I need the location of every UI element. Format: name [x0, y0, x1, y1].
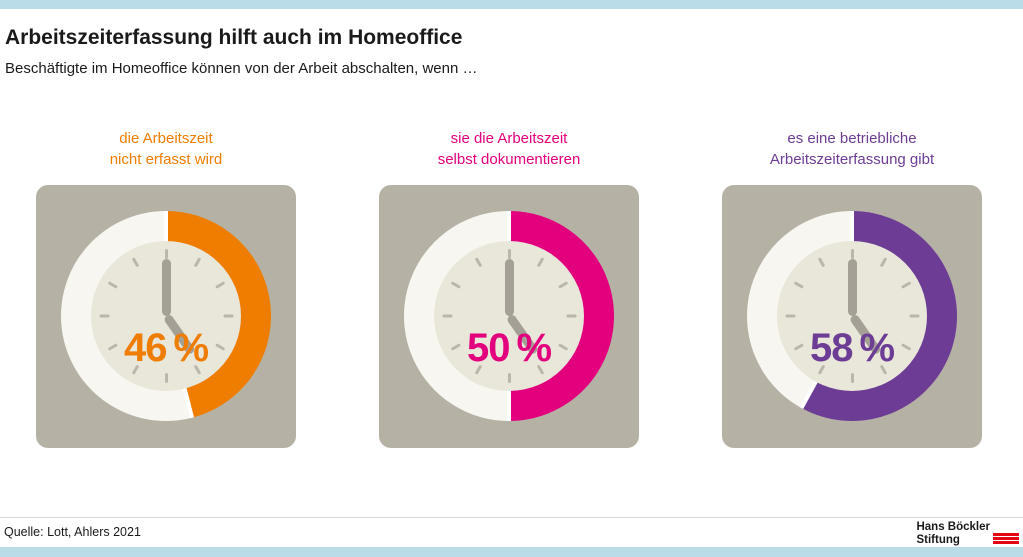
donut-ring: 50 %	[404, 211, 614, 421]
clock-face: 58 %	[777, 241, 927, 391]
clock-tick	[164, 249, 168, 259]
clock-tick	[507, 373, 511, 383]
gauge-label-line: selbst dokumentieren	[437, 151, 581, 168]
hans-boeckler-stiftung-logo: Hans Böckler Stiftung	[916, 521, 1019, 546]
clock-face: 46 %	[91, 241, 241, 391]
clock-tick	[507, 249, 511, 259]
clock-tick	[131, 257, 139, 268]
clock-tick	[474, 257, 482, 268]
footer-divider	[0, 517, 1023, 518]
clock-tick	[817, 257, 825, 268]
logo-text-line: Stiftung	[916, 533, 960, 546]
gauge-value: 58 %	[809, 326, 895, 370]
clock-tick	[879, 257, 887, 268]
gauge-value: 46 %	[123, 326, 209, 370]
clock-tick	[566, 314, 576, 318]
gauge-self-documentation: sie die Arbeitszeit selbst dokumentieren…	[379, 128, 639, 448]
clock-tick	[909, 314, 919, 318]
clock-tile: 46 %	[36, 185, 296, 448]
gauge-label-line: nicht erfasst wird	[109, 151, 223, 168]
clock-tick	[536, 257, 544, 268]
clock-tick	[107, 281, 118, 289]
clock-minute-hand	[161, 259, 171, 316]
clock-minute-hand	[504, 259, 514, 316]
clock-tick	[900, 281, 911, 289]
clock-tick	[99, 314, 109, 318]
clock-tick	[557, 281, 568, 289]
clock-tick	[850, 249, 854, 259]
gauge-label-line: es eine betriebliche	[787, 130, 917, 147]
clock-minute-hand	[847, 259, 857, 316]
clock-tick	[850, 373, 854, 383]
clock-tick	[164, 373, 168, 383]
clock-tick	[450, 281, 461, 289]
donut-ring: 58 %	[747, 211, 957, 421]
clock-tick	[223, 314, 233, 318]
bottom-accent-band	[0, 547, 1023, 557]
gauge-label-line: sie die Arbeitszeit	[450, 130, 568, 147]
gauge-value: 50 %	[466, 326, 552, 370]
clock-face: 50 %	[434, 241, 584, 391]
clock-tick	[193, 257, 201, 268]
logo-text: Hans Böckler Stiftung	[916, 521, 990, 546]
logo-red-stripes-icon	[993, 533, 1019, 544]
clock-tick	[785, 314, 795, 318]
clock-tile: 50 %	[379, 185, 639, 448]
top-accent-band	[0, 0, 1023, 9]
gauge-label: die Arbeitszeit nicht erfasst wird	[36, 128, 296, 174]
gauge-label: es eine betriebliche Arbeitszeiterfassun…	[722, 128, 982, 174]
gauge-no-tracking: die Arbeitszeit nicht erfasst wird 46 %	[36, 128, 296, 448]
page-subtitle: Beschäftigte im Homeoffice können von de…	[5, 60, 478, 77]
clock-tick	[793, 281, 804, 289]
logo-text-line: Hans Böckler	[916, 521, 990, 533]
donut-ring: 46 %	[61, 211, 271, 421]
gauge-company-tracking: es eine betriebliche Arbeitszeiterfassun…	[722, 128, 982, 448]
gauge-label: sie die Arbeitszeit selbst dokumentieren	[379, 128, 639, 174]
clock-tick	[214, 281, 225, 289]
clock-tick	[442, 314, 452, 318]
source-note: Quelle: Lott, Ahlers 2021	[4, 525, 141, 539]
gauge-label-line: die Arbeitszeit	[119, 130, 213, 147]
clock-tile: 58 %	[722, 185, 982, 448]
page-title: Arbeitszeiterfassung hilft auch im Homeo…	[5, 26, 463, 49]
gauge-label-line: Arbeitszeiterfassung gibt	[769, 151, 935, 168]
